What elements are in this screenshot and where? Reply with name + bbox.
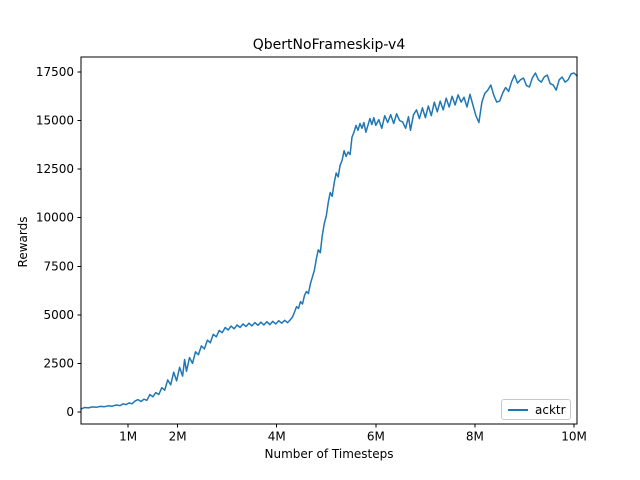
y-tick-label: 15000 [36, 114, 74, 128]
chart-title: QbertNoFrameskip-v4 [252, 37, 406, 53]
x-tick-label: 1M [119, 430, 137, 444]
legend-line-sample-icon [508, 408, 528, 411]
axes-frame [80, 56, 578, 425]
legend-label: acktr [535, 402, 566, 417]
x-tick-label: 2M [169, 430, 187, 444]
series-line-acktr [80, 72, 578, 410]
y-axis-label: Rewards [16, 216, 30, 268]
x-tick-label: 4M [268, 430, 286, 444]
y-tick-label: 12500 [36, 162, 74, 176]
y-tick-label: 0 [66, 405, 74, 419]
y-tick-label: 7500 [43, 259, 74, 273]
legend: acktr [501, 399, 571, 420]
x-tick-label: 8M [466, 430, 484, 444]
x-axis-label: Number of Timesteps [264, 447, 394, 461]
x-tick-label: 10M [561, 430, 587, 444]
y-tick-label: 10000 [36, 211, 74, 225]
x-tick-label: 6M [367, 430, 385, 444]
y-tick-label: 17500 [36, 65, 74, 79]
y-tick-label: 5000 [43, 308, 74, 322]
y-tick-label: 2500 [43, 356, 74, 370]
